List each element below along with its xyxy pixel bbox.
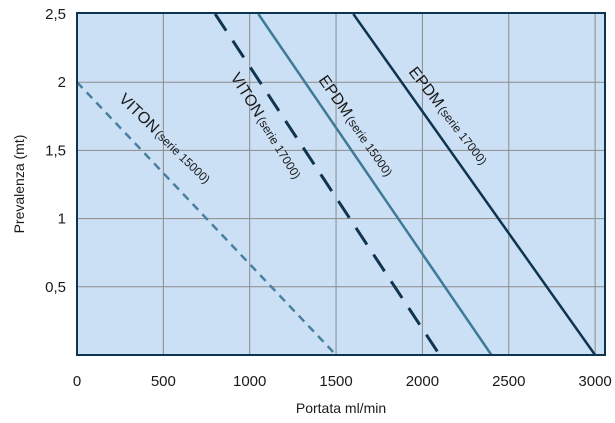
y-tick-label: 2 bbox=[58, 74, 66, 91]
x-tick-labels: 0 500 1000 1500 2000 2500 3000 bbox=[73, 373, 612, 390]
series-line-2 bbox=[213, 13, 441, 356]
series-line-3 bbox=[257, 13, 493, 356]
y-tick-label: 1 bbox=[58, 211, 66, 228]
x-tick-label: 3000 bbox=[578, 373, 611, 390]
grid bbox=[77, 13, 605, 355]
plot-area bbox=[77, 13, 605, 355]
x-tick-label: 2500 bbox=[492, 373, 525, 390]
x-axis-title: Portata ml/min bbox=[296, 400, 386, 416]
y-tick-label: 2,5 bbox=[45, 6, 66, 23]
series-line-4 bbox=[352, 13, 597, 356]
x-tick-label: 1000 bbox=[233, 373, 266, 390]
series-line-1 bbox=[76, 81, 337, 356]
y-tick-label: 0,5 bbox=[45, 279, 66, 296]
y-axis-title: Prevalenza (mt) bbox=[11, 135, 27, 234]
x-tick-label: 500 bbox=[151, 373, 176, 390]
x-tick-label: 1500 bbox=[319, 373, 352, 390]
y-tick-label: 1,5 bbox=[45, 142, 66, 159]
y-tick-labels: 0,5 1 1,5 2 2,5 bbox=[45, 6, 66, 296]
x-tick-label: 0 bbox=[73, 373, 81, 390]
x-tick-label: 2000 bbox=[406, 373, 439, 390]
plot-frame bbox=[76, 12, 606, 356]
series-group bbox=[76, 13, 597, 356]
